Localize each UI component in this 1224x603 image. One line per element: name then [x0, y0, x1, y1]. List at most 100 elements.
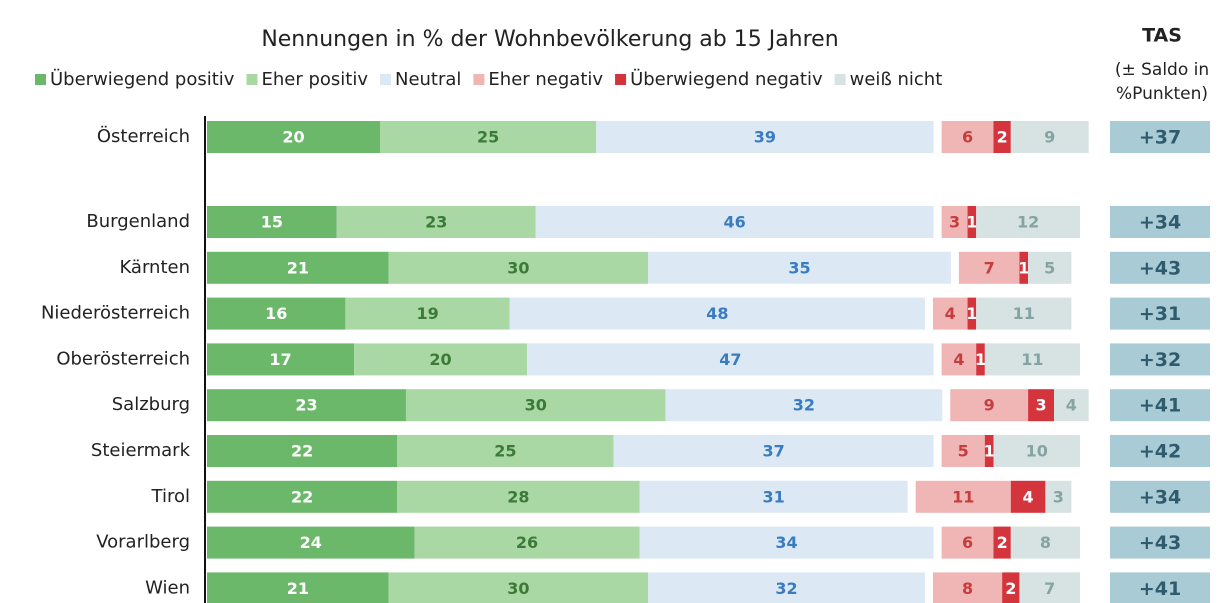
bar-segment — [993, 526, 1011, 559]
data-label: 26 — [516, 533, 538, 552]
data-label: 34 — [775, 533, 797, 552]
data-label: 1 — [984, 442, 995, 461]
data-label: 20 — [429, 350, 451, 369]
tas-label: +43 — [1139, 257, 1181, 279]
bar-segment — [958, 251, 1020, 284]
data-label: 9 — [984, 396, 995, 415]
data-label: 46 — [724, 213, 746, 232]
data-label: 9 — [1044, 128, 1055, 147]
data-label: 8 — [962, 579, 973, 598]
data-label: 4 — [1066, 396, 1077, 415]
data-label: 30 — [525, 396, 547, 415]
bar-segment — [941, 435, 985, 467]
data-label: 8 — [1040, 533, 1051, 552]
data-label: 32 — [793, 396, 815, 415]
tas-label: +34 — [1139, 486, 1181, 508]
data-label: 11 — [1021, 350, 1043, 369]
bar-segment — [613, 435, 934, 467]
y-tick-label: Österreich — [97, 125, 190, 147]
bar-segment — [950, 389, 1029, 422]
bar-segment — [1028, 251, 1072, 284]
tas-box — [1110, 480, 1210, 513]
legend-swatch — [379, 74, 391, 85]
data-label: 28 — [507, 487, 529, 506]
bar-segment — [941, 343, 977, 376]
data-label: 11 — [1013, 304, 1035, 323]
data-label: 3 — [949, 213, 960, 232]
bar-segment — [1010, 480, 1046, 513]
bar-segment — [535, 206, 934, 238]
bar-segment — [527, 343, 934, 376]
legend-label: Eher positiv — [261, 69, 368, 90]
bar-segment — [967, 297, 977, 330]
data-label: 17 — [269, 350, 291, 369]
tas-box — [1110, 343, 1210, 376]
data-label: 5 — [958, 442, 969, 461]
bar-segment — [207, 389, 406, 422]
bar-segment — [984, 343, 1080, 376]
tas-label: +41 — [1139, 578, 1181, 600]
bar-segment — [207, 121, 380, 153]
bar-segment — [397, 435, 614, 467]
data-label: 11 — [952, 487, 974, 506]
bar-segment — [1002, 572, 1020, 603]
data-label: 31 — [762, 487, 784, 506]
bar-segment — [967, 206, 977, 238]
tas-box — [1110, 251, 1210, 284]
bar-segment — [207, 251, 389, 284]
legend-swatch — [35, 74, 46, 85]
data-label: 1 — [966, 304, 977, 323]
data-label: 30 — [507, 258, 529, 277]
bar-segment — [397, 480, 640, 513]
tas-label: +43 — [1139, 532, 1181, 554]
tas-label: +34 — [1139, 212, 1181, 234]
data-label: 47 — [719, 350, 741, 369]
data-label: 39 — [754, 128, 776, 147]
y-tick-label: Niederösterreich — [41, 303, 190, 324]
bar-segment — [915, 480, 1011, 513]
bar-segment — [1019, 572, 1080, 603]
bar-segment — [207, 343, 355, 376]
tas-title: TAS — [1142, 25, 1182, 47]
data-label: 24 — [300, 533, 322, 552]
tas-box — [1110, 121, 1210, 153]
data-label: 2 — [997, 128, 1008, 147]
bar-segment — [932, 572, 1003, 603]
bar-segment — [941, 121, 994, 153]
data-label: 1 — [1018, 258, 1029, 277]
legend-label: Überwiegend positiv — [50, 68, 235, 90]
bar-segment — [380, 121, 597, 153]
legend-label: Neutral — [395, 69, 461, 90]
data-label: 19 — [416, 304, 438, 323]
bar-segment — [345, 297, 510, 330]
data-label: 3 — [1053, 487, 1064, 506]
data-label: 3 — [1036, 396, 1047, 415]
data-label: 4 — [945, 304, 956, 323]
bar-segment — [639, 526, 934, 559]
bar-segment — [207, 435, 398, 467]
legend-label: Eher negativ — [488, 69, 603, 90]
data-label: 25 — [494, 442, 516, 461]
data-label: 16 — [265, 304, 287, 323]
data-label: 1 — [975, 350, 986, 369]
tas-label: +31 — [1139, 303, 1181, 325]
data-label: 2 — [1005, 579, 1016, 598]
data-label: 21 — [287, 258, 309, 277]
tas-box — [1110, 435, 1210, 467]
bar-segment — [1010, 121, 1089, 153]
bar-segment — [993, 435, 1080, 467]
data-label: 30 — [507, 579, 529, 598]
y-tick-label: Kärnten — [119, 257, 190, 278]
data-label: 1 — [966, 213, 977, 232]
bar-segment — [648, 251, 951, 284]
bar-segment — [207, 206, 337, 238]
legend-swatch — [473, 74, 485, 85]
tas-subtitle: (± Saldo in — [1115, 60, 1209, 80]
data-label: 23 — [295, 396, 317, 415]
y-tick-label: Vorarlberg — [96, 532, 190, 553]
bar-segment — [993, 121, 1011, 153]
data-label: 48 — [706, 304, 728, 323]
data-label: 25 — [477, 128, 499, 147]
y-tick-label: Burgenland — [86, 211, 190, 232]
